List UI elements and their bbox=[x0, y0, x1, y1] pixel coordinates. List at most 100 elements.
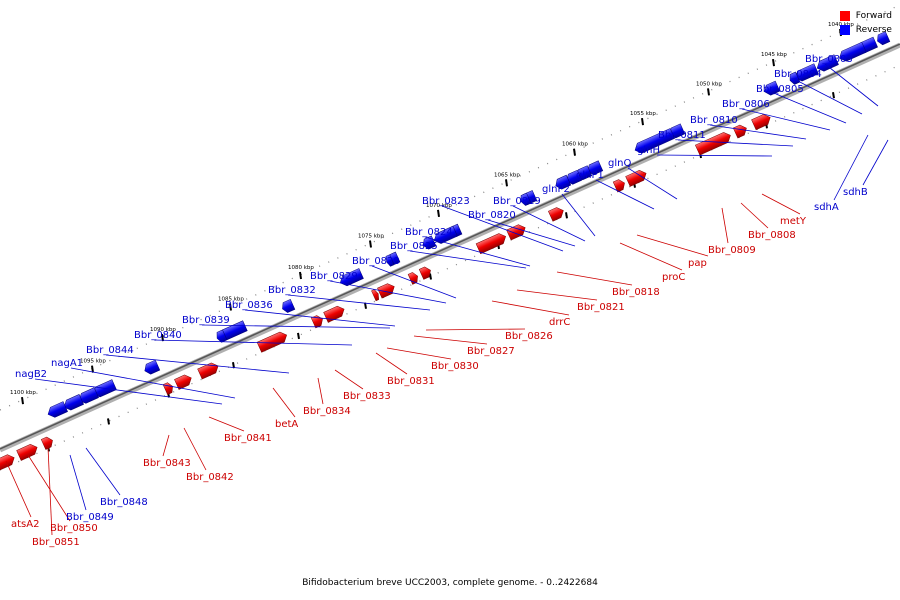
scale-label: 1060 kbp bbox=[562, 142, 588, 148]
forward-gene-arrow bbox=[162, 382, 173, 395]
scale-label: 1090 kbp bbox=[150, 327, 176, 333]
gene-features bbox=[0, 31, 891, 471]
legend-reverse-label: Reverse bbox=[855, 25, 892, 35]
gene-label: Bbr_0824 bbox=[405, 227, 453, 238]
gene-label: atsA2 bbox=[11, 519, 39, 530]
gene-label: betA bbox=[275, 419, 298, 430]
forward-gene-arrow bbox=[751, 114, 771, 131]
gene-label: Bbr_0843 bbox=[143, 458, 191, 469]
gene-label: Bbr_0823 bbox=[422, 196, 470, 207]
gene-label: Bbr_0819 bbox=[493, 196, 541, 207]
gene-label: glnP1 bbox=[576, 170, 604, 181]
gene-label: Bbr_0832 bbox=[268, 285, 316, 296]
forward-gene-arrow bbox=[732, 124, 747, 139]
gene-label: Bbr_0811 bbox=[658, 130, 706, 141]
reverse-gene-arrow bbox=[877, 31, 891, 46]
gene-label: glnH bbox=[637, 145, 660, 156]
gene-label: sdhA bbox=[814, 202, 839, 213]
gene-label: Bbr_0826 bbox=[505, 331, 553, 342]
gene-label: Bbr_0839 bbox=[182, 315, 230, 326]
label-leader-lines bbox=[5, 63, 889, 536]
gene-label: Bbr_0805 bbox=[756, 84, 804, 95]
legend-forward-label: Forward bbox=[855, 11, 892, 21]
gene-label: Bbr_0829 bbox=[310, 271, 358, 282]
forward-gene-arrow bbox=[407, 272, 418, 285]
legend-reverse: Reverse bbox=[839, 23, 892, 37]
forward-gene-arrow bbox=[694, 132, 731, 156]
gene-label: Bbr_0834 bbox=[303, 406, 351, 417]
gene-labels: Bbr_0803 Bbr_0804 Bbr_0805 Bbr_0806 Bbr_0810… bbox=[11, 54, 868, 548]
scale-label: 1095 kbp bbox=[80, 359, 106, 365]
scale-label: 1050 kbp bbox=[696, 81, 722, 87]
reverse-gene-arrow bbox=[764, 80, 781, 96]
gene-label: Bbr_0825 bbox=[390, 241, 438, 252]
scale-label: 1085 kbp bbox=[218, 297, 244, 303]
gene-label: Bbr_0840 bbox=[134, 330, 182, 341]
reverse-gene-arrow bbox=[339, 268, 364, 287]
gene-label: Bbr_0850 bbox=[50, 523, 98, 534]
gene-label: Bbr_0851 bbox=[32, 537, 80, 548]
forward-gene-arrow bbox=[625, 170, 647, 187]
forward-gene-arrow bbox=[0, 454, 15, 471]
scale-label: 1080 kbp bbox=[288, 265, 314, 271]
forward-gene-arrow bbox=[174, 374, 192, 390]
reverse-gene-arrow bbox=[789, 71, 801, 85]
reverse-swatch bbox=[839, 25, 850, 35]
reverse-gene-arrow bbox=[385, 254, 395, 267]
gene-label: sdhB bbox=[843, 187, 868, 198]
scale-label: 1100 kbp bbox=[10, 390, 36, 396]
reverse-gene-arrow bbox=[282, 298, 296, 313]
gene-label: Bbr_0841 bbox=[224, 433, 272, 444]
legend-forward: Forward bbox=[839, 9, 892, 23]
gene-label: Bbr_0803 bbox=[805, 54, 853, 65]
reverse-gene-arrow bbox=[216, 329, 228, 343]
reverse-gene-arrow bbox=[520, 192, 532, 206]
forward-gene-arrow bbox=[548, 207, 564, 222]
gene-label: Bbr_0808 bbox=[748, 230, 796, 241]
reverse-gene-arrow bbox=[816, 54, 839, 72]
forward-gene-arrow bbox=[371, 289, 379, 302]
scale-label: 1070 kbp bbox=[426, 203, 452, 209]
scale-label: 1075 kbp bbox=[358, 234, 384, 240]
gene-label: Bbr_0804 bbox=[774, 69, 822, 80]
gene-label: glnP2 bbox=[542, 184, 570, 195]
reverse-gene-arrow bbox=[144, 359, 161, 375]
gene-label: Bbr_0809 bbox=[708, 245, 756, 256]
scale-label: 1065 kbp bbox=[494, 172, 520, 178]
forward-swatch bbox=[839, 11, 850, 21]
forward-gene-arrow bbox=[377, 283, 395, 299]
reverse-gene-arrow bbox=[839, 41, 867, 62]
gene-label: drrC bbox=[549, 317, 570, 328]
gene-label: Bbr_0844 bbox=[86, 345, 134, 356]
reverse-gene-arrow bbox=[47, 401, 68, 418]
gene-label: glnQ bbox=[608, 158, 631, 169]
gene-label: pap bbox=[688, 258, 707, 269]
gene-label: Bbr_0828 bbox=[352, 256, 400, 267]
reverse-gene-arrow bbox=[634, 128, 676, 154]
gene-label: nagB2 bbox=[15, 369, 47, 380]
forward-gene-arrow bbox=[323, 305, 345, 323]
gene-label: metY bbox=[780, 216, 807, 227]
gene-label: Bbr_0810 bbox=[690, 115, 738, 126]
legend: Forward Reverse bbox=[839, 9, 892, 37]
gene-label: Bbr_0827 bbox=[467, 346, 515, 357]
forward-gene-arrow bbox=[310, 315, 323, 329]
forward-gene-arrow bbox=[256, 331, 287, 353]
forward-gene-arrow bbox=[16, 444, 38, 461]
gene-label: Bbr_0848 bbox=[100, 497, 148, 508]
scale-label: 1045 kbp bbox=[761, 52, 787, 58]
reverse-gene-arrow bbox=[555, 174, 572, 190]
gene-label: Bbr_0806 bbox=[722, 99, 770, 110]
gene-label: Bbr_0821 bbox=[577, 302, 625, 313]
gene-label: proC bbox=[662, 272, 685, 283]
gene-label: Bbr_0820 bbox=[468, 210, 516, 221]
gene-label: Bbr_0831 bbox=[387, 376, 435, 387]
gene-label: nagA1 bbox=[51, 358, 83, 369]
gene-label: Bbr_0833 bbox=[343, 391, 391, 402]
scale-label: 1055 kbp bbox=[630, 111, 656, 117]
gene-label: Bbr_0830 bbox=[431, 361, 479, 372]
forward-gene-arrow bbox=[40, 436, 53, 450]
gene-label: Bbr_0836 bbox=[225, 300, 273, 311]
gene-label: Bbr_0842 bbox=[186, 472, 234, 483]
